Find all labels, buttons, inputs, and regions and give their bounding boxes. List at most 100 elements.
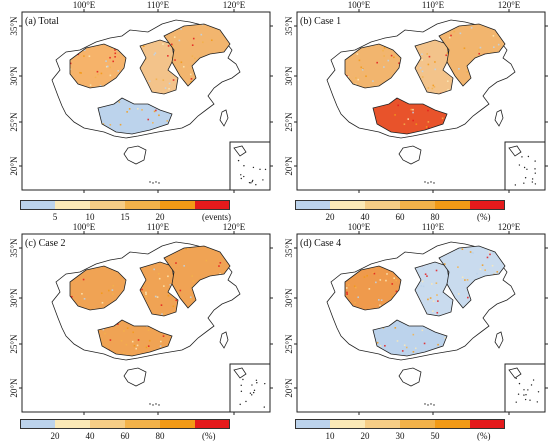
colorbar-unit: (%) [477, 431, 491, 441]
colorbar-b: 20 40 60 80 (%) [295, 200, 547, 224]
region-outline [344, 43, 402, 89]
colorbar-segment [125, 419, 160, 429]
region-fill [439, 24, 505, 86]
island-outline [494, 331, 504, 349]
region-fill [164, 246, 230, 308]
inset-island [523, 166, 526, 169]
lon-tick-label: 100°E [348, 0, 371, 10]
colorbar-unit: (%) [202, 431, 216, 441]
inset-coast [508, 145, 522, 157]
inset-island [252, 166, 255, 169]
map-panel-a: 100°E 110°E 120°E 35°N 30°N 25°N 20°N (a) Total [0, 0, 275, 220]
map-panel-c: 100°E 110°E 120°E 35°N 30°N 25°N 20°N (c) Case … [0, 222, 275, 442]
region-fill [345, 44, 401, 88]
island-outline [494, 109, 504, 127]
lon-tick-label: 110°E [147, 222, 170, 232]
inset-island [248, 181, 251, 184]
island-dot [158, 182, 160, 184]
colorbar-tick-label: 20 [50, 431, 60, 441]
inset-frame [229, 141, 271, 191]
colorbar-tick-label: 40 [85, 431, 95, 441]
inset-island [240, 390, 243, 393]
inset-island [262, 179, 264, 181]
lat-tick-label: 20°N [9, 378, 19, 398]
island-dot [149, 403, 151, 405]
island-outline [398, 145, 422, 165]
inset-island [249, 392, 252, 394]
colorbar-tick-label: 20 [155, 212, 165, 222]
island-dot [427, 404, 429, 406]
colorbar-tick-label: 10 [85, 212, 95, 222]
inset-island [517, 393, 520, 395]
inset-island [515, 377, 517, 380]
region-fill [164, 24, 230, 86]
lat-tick-label: 35°N [284, 238, 294, 258]
colorbar-segment [470, 419, 505, 429]
inset-island [523, 389, 525, 391]
inset-island [534, 168, 536, 170]
inset-island [239, 403, 241, 406]
panel-title: (c) Case 2 [25, 238, 66, 249]
island-dot [430, 181, 432, 183]
inset-island [242, 378, 244, 381]
panel-title: (d) Case 4 [300, 238, 341, 249]
inset-island [240, 174, 242, 176]
colorbar-tick-label: 80 [430, 212, 440, 222]
inset-island [259, 168, 261, 171]
island-dot [158, 404, 160, 406]
lon-tick-label: 110°E [422, 222, 445, 232]
colorbar-segment [330, 419, 365, 429]
region-outline [69, 265, 127, 311]
island-dot [433, 404, 435, 406]
inset-coast [508, 367, 522, 379]
inset-island [240, 384, 242, 387]
inset-island [525, 393, 527, 396]
inset-island [256, 382, 258, 384]
lat-tick-label: 30°N [284, 288, 294, 308]
inset-island [531, 181, 534, 183]
inset-island [252, 391, 255, 394]
inset-island [521, 156, 523, 158]
colorbar-tick-label: 50 [430, 431, 440, 441]
lat-tick-label: 20°N [9, 156, 19, 176]
colorbar-d: 10 20 30 50 (%) [295, 419, 547, 443]
colorbar-tick-label: 60 [395, 212, 405, 222]
lon-tick-label: 120°E [498, 0, 521, 10]
inset-island [251, 180, 253, 183]
lon-tick-label: 120°E [223, 222, 246, 232]
inset-island [237, 159, 240, 162]
colorbar-unit: (%) [477, 212, 491, 222]
colorbar-c: 20 40 60 80 (%) [20, 419, 272, 443]
lat-tick-label: 35°N [284, 16, 294, 36]
colorbar-unit: (events) [202, 212, 231, 222]
inset-island [251, 384, 253, 386]
lon-tick-label: 100°E [73, 0, 96, 10]
inset-island [255, 183, 257, 186]
inset-coast [233, 367, 247, 379]
inset-island [255, 379, 258, 381]
region-outline [69, 43, 127, 89]
lat-tick-label: 30°N [284, 66, 294, 86]
lon-tick-label: 120°E [223, 0, 246, 10]
inset-island [514, 184, 517, 186]
inset-island [250, 182, 252, 184]
region-fill [415, 262, 453, 316]
colorbar-segment [330, 200, 365, 210]
inset-island [529, 399, 531, 401]
lat-tick-label: 30°N [9, 66, 19, 86]
lon-tick-label: 100°E [348, 222, 371, 232]
colorbar-segment [435, 200, 470, 210]
panel-title: (a) Total [25, 16, 59, 27]
lon-tick-label: 100°E [73, 222, 96, 232]
lon-tick-label: 120°E [498, 222, 521, 232]
island-outline [123, 145, 147, 165]
inset-island [515, 401, 517, 403]
colorbar-segment [55, 200, 90, 210]
island-outline [219, 331, 229, 349]
inset-island [243, 175, 245, 178]
inset-island [534, 183, 537, 185]
panel-title: (b) Case 1 [300, 16, 341, 27]
island-dot [149, 181, 151, 183]
inset-island [527, 155, 530, 158]
inset-island [537, 391, 540, 393]
